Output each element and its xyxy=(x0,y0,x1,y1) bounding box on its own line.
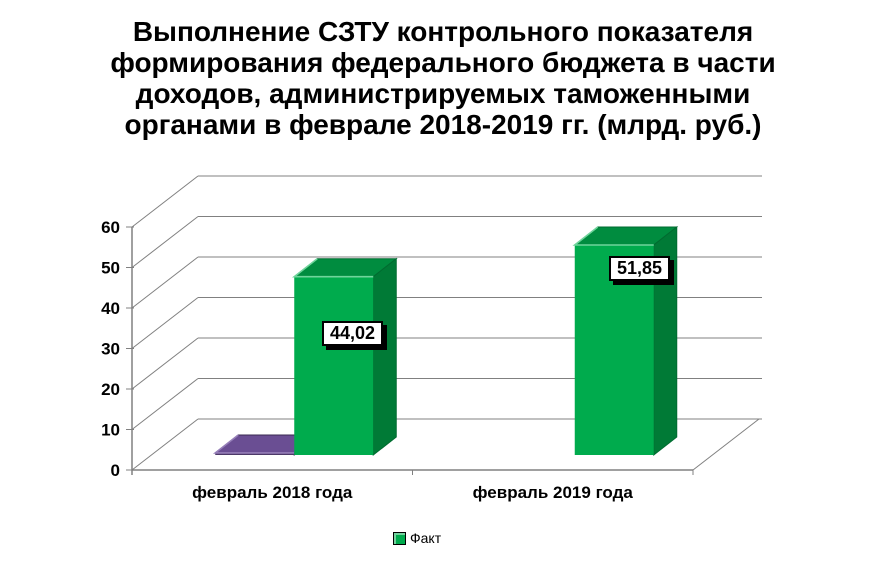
y-tick-label: 0 xyxy=(111,461,120,480)
chart-title: Выполнение СЗТУ контрольного показателя … xyxy=(0,16,886,140)
y-tick-label: 60 xyxy=(101,218,120,237)
bar-series0-2018 xyxy=(215,452,295,455)
data-label-2019: 51,85 xyxy=(609,256,671,281)
y-tick-label: 10 xyxy=(101,421,120,440)
chart-title-line-2: формирования федерального бюджета в част… xyxy=(110,47,776,78)
chart-title-line-4: органами в феврале 2018-2019 гг. (млрд. … xyxy=(124,109,762,140)
legend: Факт xyxy=(393,530,441,546)
data-label-2018: 44,02 xyxy=(322,321,384,346)
y-tick-label: 20 xyxy=(101,380,120,399)
y-tick-label: 40 xyxy=(101,299,120,318)
category-label-2019: февраль 2019 года xyxy=(473,483,634,502)
y-tick-label: 50 xyxy=(101,259,120,278)
y-tick-label: 30 xyxy=(101,340,120,359)
bar-Факт-2018 xyxy=(294,276,374,455)
chart-title-line-1: Выполнение СЗТУ контрольного показателя xyxy=(132,16,754,47)
chart-title-line-3: доходов, администрируемых таможенными xyxy=(135,78,751,109)
category-label-2018: февраль 2018 года xyxy=(192,483,353,502)
legend-swatch-icon xyxy=(393,531,406,545)
legend-label: Факт xyxy=(410,530,442,546)
